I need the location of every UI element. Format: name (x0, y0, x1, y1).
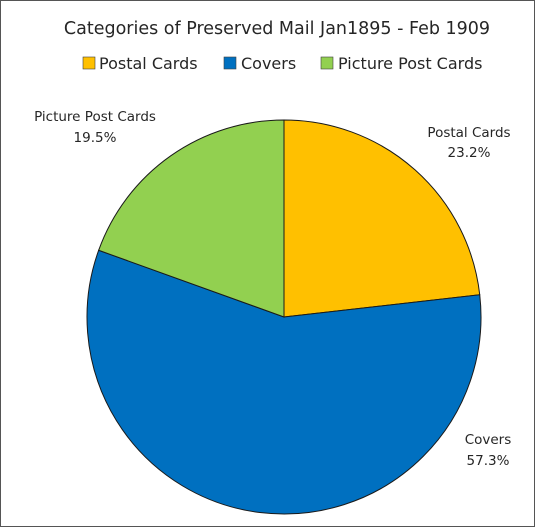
pie-slices (86, 119, 482, 515)
pie-slice-covers (86, 249, 482, 515)
legend: Postal Cards Covers Picture Post Cards (82, 54, 482, 73)
legend-label-picture-post-cards: Picture Post Cards (338, 54, 482, 73)
data-label-picture-post-cards-name: Picture Post Cards (34, 109, 156, 125)
pie-slice-postal-cards (283, 119, 481, 318)
data-label-postal-cards-name: Postal Cards (427, 125, 510, 141)
data-label-picture-post-cards-value: 19.5% (74, 130, 117, 146)
data-labels: Postal Cards 23.2% Covers 57.3% Picture … (34, 109, 511, 469)
legend-label-postal-cards: Postal Cards (99, 54, 198, 73)
legend-swatch-covers (223, 56, 237, 70)
chart-title: Categories of Preserved Mail Jan1895 - F… (64, 19, 490, 39)
legend-swatch-postal-cards (82, 56, 96, 70)
legend-label-covers: Covers (241, 54, 296, 73)
data-label-covers-name: Covers (465, 432, 512, 448)
data-label-postal-cards-value: 23.2% (448, 145, 491, 161)
pie-slice-picture-post-cards (98, 119, 285, 318)
legend-swatch-picture-post-cards (320, 56, 334, 70)
data-label-covers-value: 57.3% (467, 453, 510, 469)
